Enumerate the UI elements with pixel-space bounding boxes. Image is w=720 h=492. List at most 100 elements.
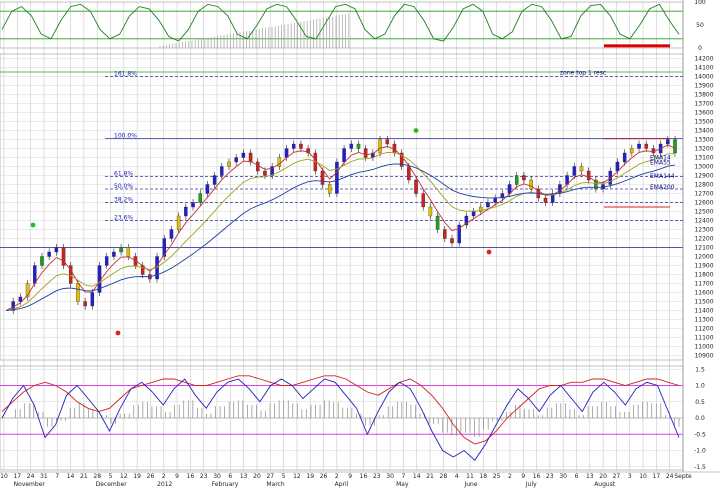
price-y-tick: 13000 xyxy=(694,164,713,171)
x-tick-label: 21 xyxy=(80,473,88,480)
x-tick-label: 17 xyxy=(13,473,21,480)
price-y-tick: 13700 xyxy=(694,101,713,108)
price-y-tick: 10900 xyxy=(694,353,713,360)
price-y-tick: 12200 xyxy=(694,236,713,243)
candle-body xyxy=(615,161,620,172)
x-tick-label: 28 xyxy=(440,473,448,480)
price-y-tick: 11900 xyxy=(694,263,713,270)
candle-body xyxy=(486,202,490,208)
price-y-tick: 11100 xyxy=(694,335,713,342)
price-y-tick: 11400 xyxy=(694,308,713,315)
x-tick-label: 12 xyxy=(120,473,128,480)
x-tick-label: 23 xyxy=(373,473,381,480)
candle-body xyxy=(256,161,260,172)
candle-body xyxy=(493,197,497,203)
candle-body xyxy=(457,224,461,244)
stoch-line xyxy=(1,3,680,42)
candle-body xyxy=(428,206,433,217)
candle-body xyxy=(644,143,648,149)
x-tick-label: 27 xyxy=(613,473,621,480)
x-tick-label: 23 xyxy=(546,473,554,480)
x-tick-label: 24 xyxy=(27,473,35,480)
x-month-label: April xyxy=(335,481,349,488)
signal-dot xyxy=(413,128,419,133)
candle-body xyxy=(68,265,73,284)
x-tick-label: 9 xyxy=(521,473,525,480)
stoch-y-tick: 0 xyxy=(698,45,702,52)
x-tick-label: 26 xyxy=(320,473,328,480)
x-tick-label: 25 xyxy=(493,473,501,480)
x-tick-label: 28 xyxy=(93,473,101,480)
candle-body xyxy=(33,265,37,284)
candle-body xyxy=(54,247,59,253)
price-y-tick: 12800 xyxy=(694,182,713,189)
candle-body xyxy=(500,193,505,199)
x-month-label: May xyxy=(396,481,409,488)
candle-body xyxy=(40,256,44,266)
x-tick-label: 13 xyxy=(240,473,248,480)
signal-dot xyxy=(115,330,121,336)
fib-level-label: 38.2% xyxy=(114,197,133,204)
candle-body xyxy=(198,193,202,203)
x-month-label: February xyxy=(212,481,239,488)
x-tick-label: 16 xyxy=(187,473,195,480)
candle-body xyxy=(471,211,476,217)
candle-body xyxy=(18,296,23,302)
candle-body xyxy=(25,283,30,298)
signal-dot xyxy=(30,222,36,228)
candle-body xyxy=(421,193,425,208)
x-tick-label: 14 xyxy=(67,473,75,480)
osc-y-tick: 0.0 xyxy=(695,415,705,422)
fib-level-label: 50.0% xyxy=(114,183,133,190)
fib-level-label: 61.8% xyxy=(114,170,133,177)
x-tick-label: 18 xyxy=(479,473,487,480)
candle-body xyxy=(579,166,584,172)
candle-body xyxy=(399,152,404,167)
price-y-tick: 12400 xyxy=(694,218,713,225)
candle-body xyxy=(176,215,181,230)
x-tick-label: 27 xyxy=(266,473,274,480)
price-y-tick: 13900 xyxy=(694,83,713,90)
candle-body xyxy=(450,238,454,244)
price-y-tick: 14100 xyxy=(694,65,713,72)
x-tick-label: 7 xyxy=(401,473,405,480)
candle-body xyxy=(529,179,533,190)
price-y-tick: 13200 xyxy=(694,146,713,153)
price-y-tick: 13100 xyxy=(694,155,713,162)
x-tick-label: 3 xyxy=(628,473,632,480)
price-y-tick: 12900 xyxy=(694,173,713,180)
candle-body xyxy=(363,148,368,158)
x-tick-label: Septe xyxy=(674,473,692,480)
candle-body xyxy=(126,247,131,257)
osc-y-tick: -1.0 xyxy=(694,448,706,455)
candle-body xyxy=(104,256,109,266)
x-tick-label: 7 xyxy=(55,473,59,480)
candle-body xyxy=(385,139,390,145)
candle-body xyxy=(414,179,418,194)
price-annotation: EMA144 xyxy=(650,173,675,180)
x-tick-label: 16 xyxy=(360,473,368,480)
x-month-label: August xyxy=(594,481,616,488)
candle-body xyxy=(435,215,440,230)
candle-body xyxy=(522,175,526,181)
x-month-label: 2012 xyxy=(157,481,172,488)
stoch-y-tick: 100 xyxy=(694,0,706,6)
price-y-tick: 11700 xyxy=(694,281,713,288)
candle-body xyxy=(666,139,670,145)
candle-body xyxy=(112,251,116,257)
price-annotation: EMA55 xyxy=(650,160,671,167)
fib-level-label: 100.0% xyxy=(114,133,137,140)
candle-body xyxy=(133,256,138,266)
x-tick-label: 23 xyxy=(200,473,208,480)
candle-body xyxy=(407,166,411,181)
candle-body xyxy=(342,148,346,163)
price-y-tick: 12500 xyxy=(694,209,713,216)
osc-y-tick: 1.0 xyxy=(695,383,705,390)
price-y-tick: 12300 xyxy=(694,227,713,234)
candle-body xyxy=(299,143,303,149)
candle-body xyxy=(479,206,483,212)
price-annotation: EMA200 xyxy=(650,184,675,191)
candle-body xyxy=(270,166,274,176)
